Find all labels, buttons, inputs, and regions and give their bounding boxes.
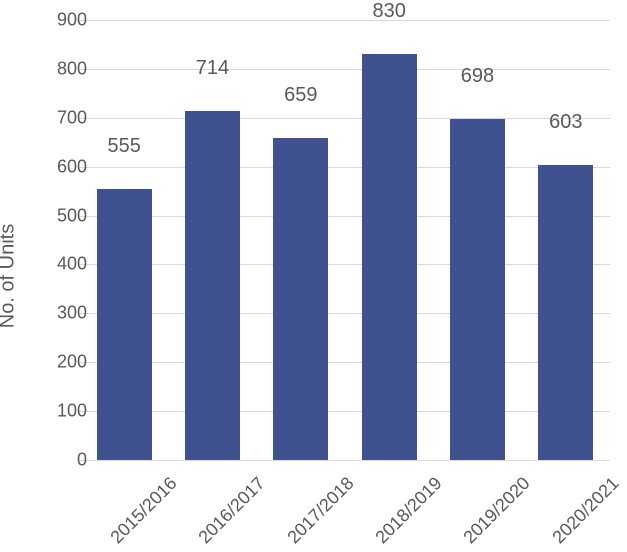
- bar-slot: 714: [168, 20, 256, 460]
- bar-value-label: 659: [257, 84, 345, 111]
- units-bar-chart: No. of Units 555714659830698603 2015/201…: [0, 0, 627, 552]
- y-tick-label: 700: [37, 107, 87, 128]
- bar: [273, 138, 328, 460]
- y-tick-label: 100: [37, 401, 87, 422]
- y-tick-label: 400: [37, 254, 87, 275]
- bar: [538, 165, 593, 460]
- x-label-slot: 2018/2019: [345, 465, 433, 545]
- bar: [362, 54, 417, 460]
- y-tick-label: 800: [37, 58, 87, 79]
- y-tick-label: 900: [37, 10, 87, 31]
- bar-value-label: 830: [345, 0, 433, 27]
- x-label-slot: 2020/2021: [522, 465, 610, 545]
- x-axis-labels: 2015/20162016/20172017/20182018/20192019…: [80, 465, 610, 545]
- bar-slot: 830: [345, 20, 433, 460]
- bar: [450, 119, 505, 460]
- x-tick-label: 2020/2021: [548, 473, 623, 548]
- x-label-slot: 2019/2020: [433, 465, 521, 545]
- y-tick-label: 600: [37, 156, 87, 177]
- x-label-slot: 2015/2016: [80, 465, 168, 545]
- y-tick-label: 200: [37, 352, 87, 373]
- bar-slot: 603: [522, 20, 610, 460]
- bar-value-label: 555: [80, 135, 168, 162]
- y-tick-label: 500: [37, 205, 87, 226]
- y-tick-label: 300: [37, 303, 87, 324]
- x-label-slot: 2017/2018: [257, 465, 345, 545]
- bar-slot: 659: [257, 20, 345, 460]
- y-axis-label: No. of Units: [0, 224, 20, 328]
- bar-value-label: 698: [433, 65, 521, 92]
- bar: [97, 189, 152, 460]
- bar: [185, 111, 240, 460]
- x-label-slot: 2016/2017: [168, 465, 256, 545]
- bar-slot: 698: [433, 20, 521, 460]
- y-tick-label: 0: [37, 450, 87, 471]
- bar-value-label: 603: [522, 111, 610, 138]
- bar-slot: 555: [80, 20, 168, 460]
- plot-area: 555 714659830698603: [80, 20, 610, 461]
- bars-container: 555 714659830698603: [80, 20, 610, 460]
- bar-value-label: 714: [168, 57, 256, 84]
